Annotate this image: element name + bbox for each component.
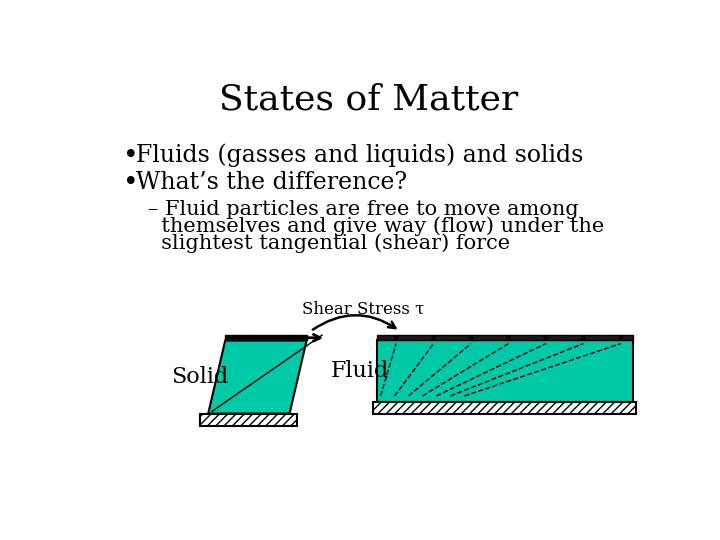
Text: – Fluid particles are free to move among: – Fluid particles are free to move among <box>148 200 579 219</box>
Text: slightest tangential (shear) force: slightest tangential (shear) force <box>148 234 510 253</box>
Polygon shape <box>208 340 307 414</box>
Text: Fluids (gasses and liquids) and solids: Fluids (gasses and liquids) and solids <box>137 144 584 167</box>
Bar <box>225 335 307 340</box>
Bar <box>377 335 632 340</box>
Text: What’s the difference?: What’s the difference? <box>137 171 408 194</box>
Text: Solid: Solid <box>171 366 228 388</box>
Bar <box>373 402 636 414</box>
Bar <box>200 414 297 426</box>
Text: Shear Stress τ: Shear Stress τ <box>302 300 424 318</box>
Text: States of Matter: States of Matter <box>220 83 518 117</box>
Bar <box>377 340 632 402</box>
Text: Fluid: Fluid <box>330 360 389 382</box>
Text: •: • <box>122 170 138 195</box>
Text: themselves and give way (flow) under the: themselves and give way (flow) under the <box>148 217 604 237</box>
Text: •: • <box>122 143 138 168</box>
